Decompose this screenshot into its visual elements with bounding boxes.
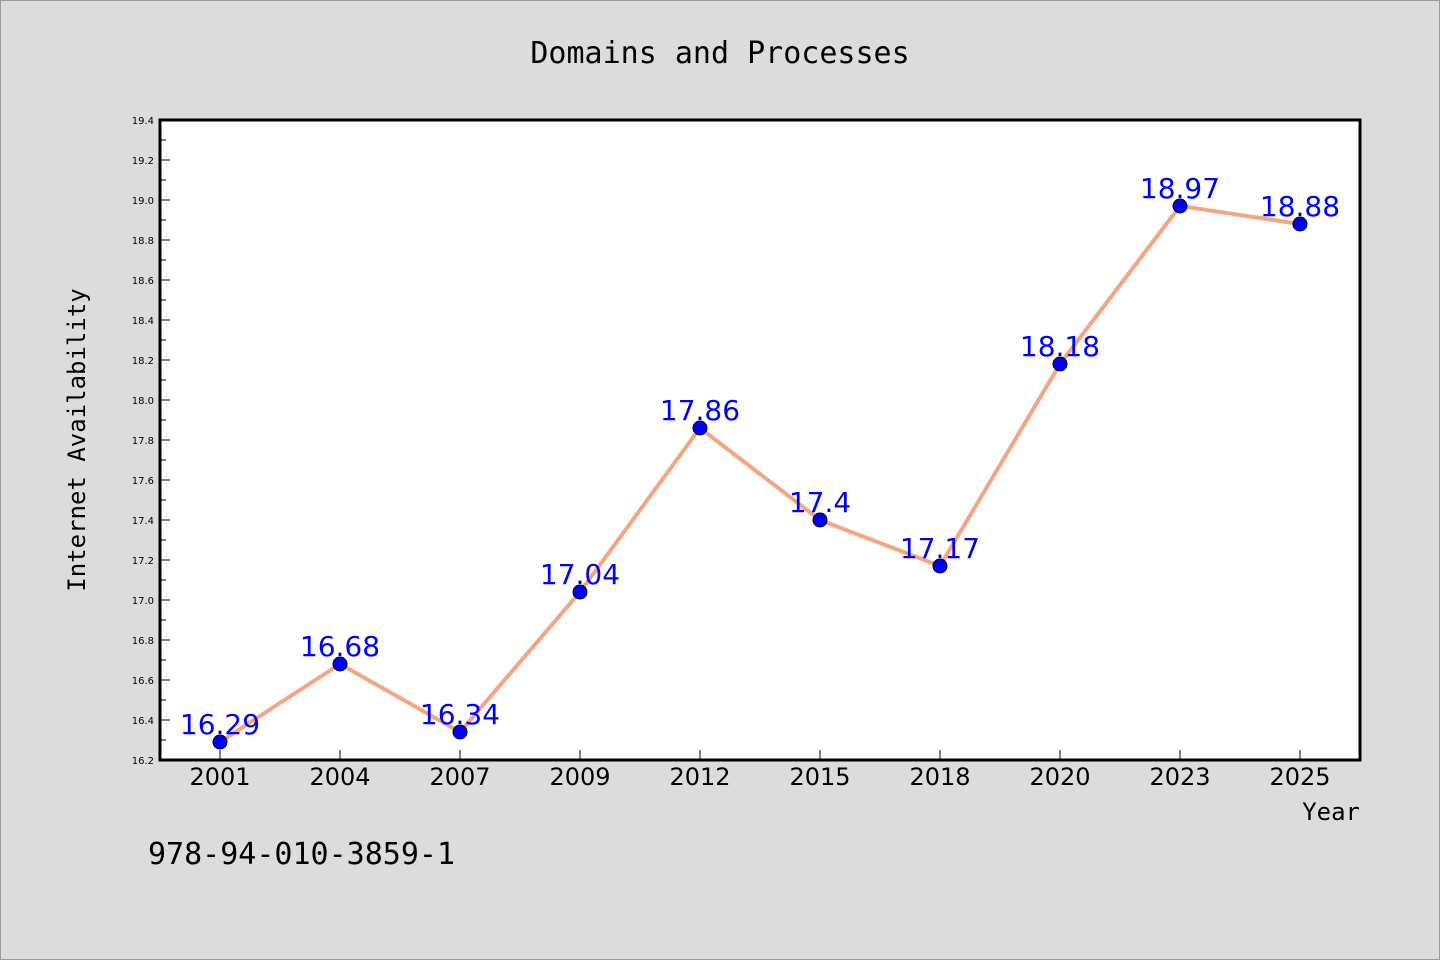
y-tick-label: 16.2 xyxy=(132,756,154,767)
data-point xyxy=(332,656,348,672)
data-label: 17.86 xyxy=(660,394,740,427)
y-tick-label: 18.0 xyxy=(132,396,154,407)
x-tick-label: 2015 xyxy=(789,763,850,791)
x-axis-label: Year xyxy=(1302,798,1360,826)
y-tick-label: 17.4 xyxy=(132,516,154,527)
data-point xyxy=(812,512,828,528)
x-tick-label: 2004 xyxy=(309,763,370,791)
data-label: 16.29 xyxy=(180,708,260,741)
x-tick-label: 2007 xyxy=(429,763,490,791)
data-label: 17.04 xyxy=(540,558,620,591)
y-tick-label: 17.0 xyxy=(132,596,154,607)
y-tick-label: 19.0 xyxy=(132,196,154,207)
x-tick-label: 2023 xyxy=(1149,763,1210,791)
y-tick-label: 18.8 xyxy=(132,236,154,247)
y-tick-label: 18.4 xyxy=(132,316,154,327)
y-tick-label: 17.6 xyxy=(132,476,154,487)
data-point xyxy=(1172,198,1188,214)
data-point xyxy=(692,420,708,436)
data-label: 18.97 xyxy=(1140,172,1220,205)
y-axis-label: Internet Availability xyxy=(63,288,91,591)
x-tick-label: 2009 xyxy=(549,763,610,791)
y-tick-label: 18.6 xyxy=(132,276,154,287)
x-tick-label: 2001 xyxy=(189,763,250,791)
data-labels: 16.29 16.68 16.34 17.04 17.86 17.4 17.17 18.18 1… xyxy=(180,172,1340,741)
x-tick-label: 2018 xyxy=(909,763,970,791)
y-tick-label: 19.4 xyxy=(132,116,154,127)
series-line xyxy=(218,204,1302,744)
plot-area xyxy=(158,118,1362,762)
y-tick-label: 18.2 xyxy=(132,356,154,367)
data-point xyxy=(1052,356,1068,372)
data-point xyxy=(452,724,468,740)
data-point xyxy=(932,558,948,574)
x-axis-ticks: 2001 2004 2007 2009 2012 2015 2018 2020 2023 2025 xyxy=(189,750,1331,791)
x-tick-label: 2020 xyxy=(1029,763,1090,791)
data-label: 16.68 xyxy=(300,630,380,663)
data-point xyxy=(212,734,228,750)
y-tick-label: 19.2 xyxy=(132,156,154,167)
y-tick-label: 17.2 xyxy=(132,556,154,567)
data-label: 18.88 xyxy=(1260,190,1340,223)
data-label: 16.34 xyxy=(420,698,500,731)
x-tick-label: 2012 xyxy=(669,763,730,791)
y-axis-ticks: 16.2 16.4 16.6 16.8 17.0 17.2 17.4 17.6 17.8 18.0… xyxy=(132,116,170,767)
y-tick-label: 16.6 xyxy=(132,676,154,687)
chart-title: Domains and Processes xyxy=(530,36,909,71)
y-tick-label: 17.8 xyxy=(132,436,154,447)
data-label: 17.17 xyxy=(900,532,980,565)
data-label: 17.4 xyxy=(789,486,851,519)
y-tick-label: 16.8 xyxy=(132,636,154,647)
isbn-text: 978-94-010-3859-1 xyxy=(148,837,455,872)
x-tick-label: 2025 xyxy=(1269,763,1330,791)
data-point xyxy=(1292,216,1308,232)
data-point xyxy=(572,584,588,600)
y-tick-label: 16.4 xyxy=(132,716,154,727)
series-markers xyxy=(212,198,1308,750)
data-label: 18.18 xyxy=(1020,330,1100,363)
